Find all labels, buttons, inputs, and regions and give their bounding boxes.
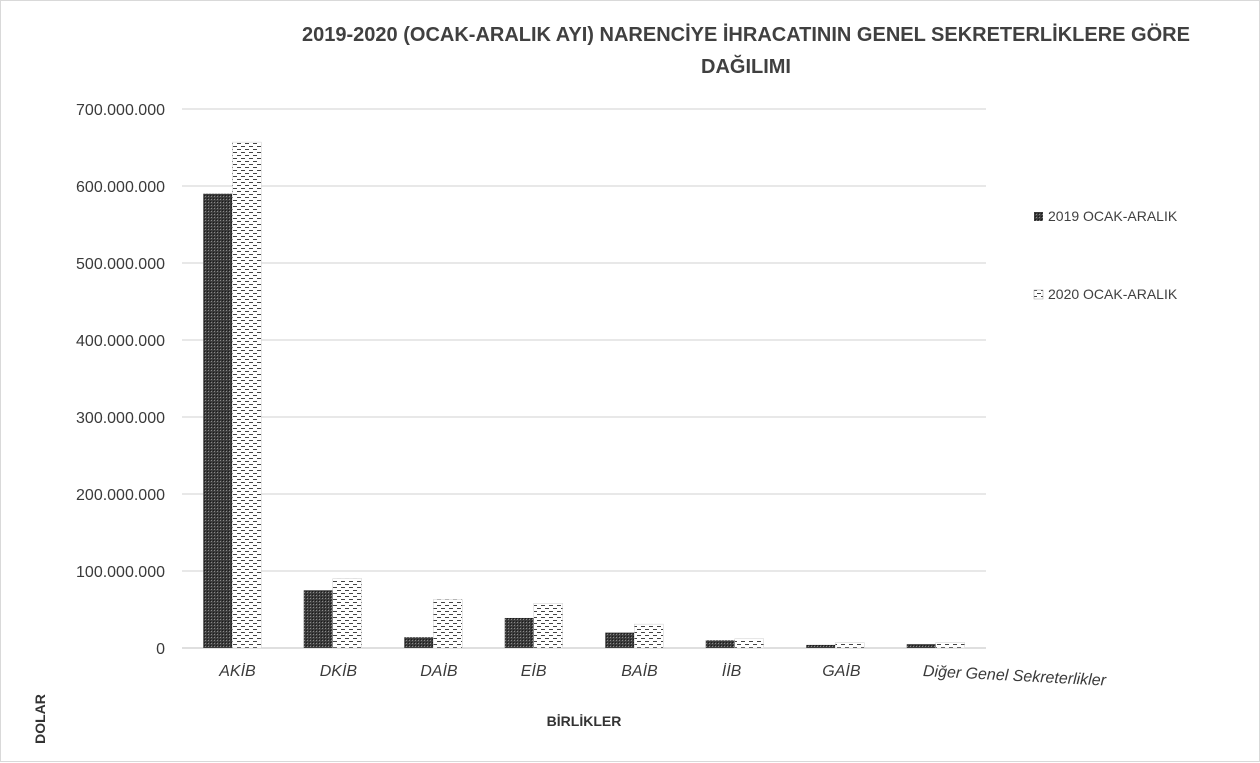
y-tick-label: 500.000.000 xyxy=(76,256,165,273)
legend-item: 2020 OCAK-ARALIK xyxy=(1033,286,1178,302)
gridlines xyxy=(182,108,986,649)
bar-2020 xyxy=(232,141,262,649)
bar-2020 xyxy=(835,642,865,649)
bar-2019 xyxy=(203,193,233,648)
x-tick-label: Diğer Genel Sekreterlikler xyxy=(923,663,1107,690)
x-tick-label: EİB xyxy=(521,661,547,680)
x-tick-label: DAİB xyxy=(420,661,458,680)
bar-2020 xyxy=(734,638,764,649)
legend-swatch xyxy=(1034,212,1043,221)
legend-swatch xyxy=(1033,289,1044,300)
y-tick-label: 700.000.000 xyxy=(76,102,165,119)
chart-title-line1: 2019-2020 (OCAK-ARALIK AYI) NARENCİYE İH… xyxy=(302,23,1190,46)
bar-2019 xyxy=(806,644,836,648)
bar-2019 xyxy=(605,632,635,648)
y-axis-ticks: 0 100.000.000 200.000.000 300.000.000 400.00… xyxy=(76,102,165,658)
chart-title: 2019-2020 (OCAK-ARALIK AYI) NARENCİYE İH… xyxy=(302,23,1190,78)
legend-label: 2019 OCAK-ARALIK xyxy=(1048,208,1178,224)
x-tick-label: İİB xyxy=(722,661,742,680)
bar-2019 xyxy=(404,637,434,648)
x-tick-label: AKİB xyxy=(218,661,256,680)
x-axis-ticks: AKİB DKİB DAİB EİB BAİB İİB GAİB Diğer Genel Se… xyxy=(218,661,1107,690)
bar-2019 xyxy=(906,644,936,648)
bar-2020 xyxy=(332,578,362,649)
bar-2020 xyxy=(533,603,563,649)
bar-2019 xyxy=(705,640,735,648)
bars xyxy=(203,141,965,649)
legend-label: 2020 OCAK-ARALIK xyxy=(1048,286,1178,302)
x-tick-label: DKİB xyxy=(320,661,358,680)
x-axis-title: BİRLİKLER xyxy=(547,713,622,729)
bar-2019 xyxy=(504,617,534,648)
bar-2020 xyxy=(935,642,965,649)
bar-2020 xyxy=(634,623,664,649)
bar-2019 xyxy=(303,590,333,648)
y-tick-label: 200.000.000 xyxy=(76,487,165,504)
legend-item: 2019 OCAK-ARALIK xyxy=(1034,208,1178,224)
legend: 2019 OCAK-ARALIK 2020 OCAK-ARALIK xyxy=(1033,208,1178,302)
y-tick-label: 0 xyxy=(156,641,165,658)
y-tick-label: 600.000.000 xyxy=(76,179,165,196)
y-tick-label: 400.000.000 xyxy=(76,333,165,350)
x-tick-label: BAİB xyxy=(621,661,658,680)
y-tick-label: 100.000.000 xyxy=(76,564,165,581)
y-axis-title: DOLAR xyxy=(32,694,48,744)
x-tick-label: GAİB xyxy=(822,661,861,680)
chart-title-line2: DAĞILIMI xyxy=(701,54,791,78)
bar-2020 xyxy=(433,599,463,649)
y-tick-label: 300.000.000 xyxy=(76,410,165,427)
